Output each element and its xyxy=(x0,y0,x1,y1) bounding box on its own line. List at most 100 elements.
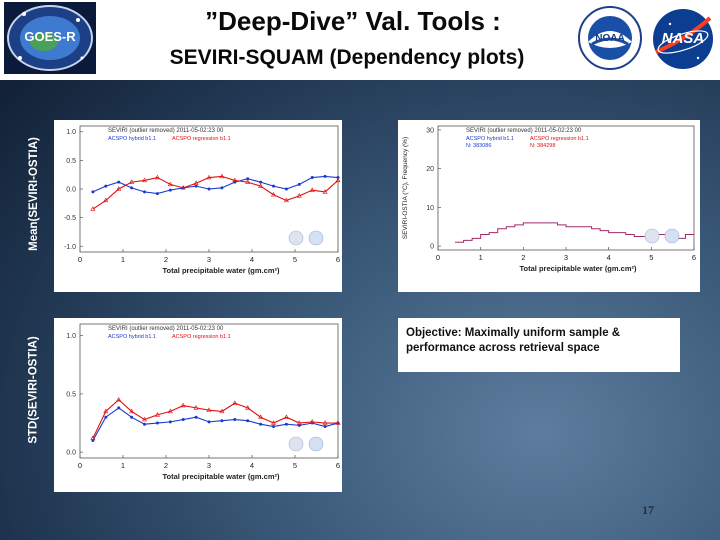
chart0-x-tick-label: 2 xyxy=(164,255,168,264)
chart2-series-1-point xyxy=(141,416,148,422)
objective-note: Objective: Maximally uniform sample & pe… xyxy=(398,318,680,372)
chart2-series-0-point xyxy=(181,418,185,422)
chart2-series-0-point xyxy=(104,415,108,419)
chart2-series-1-point xyxy=(309,419,315,424)
chart2-series-0-point xyxy=(207,420,211,424)
chart2-series-0-point xyxy=(130,415,134,419)
goes-r-logo-text: GOES-R xyxy=(24,29,76,44)
chart0-title: SEVIRI (outlier removed) 2011-05-02:23 0… xyxy=(108,128,224,134)
chart2-series-1-point xyxy=(258,414,264,419)
chart2-series-0-point xyxy=(323,425,327,429)
chart2-series-1-point xyxy=(154,412,160,417)
chart0-series-0-point xyxy=(323,174,327,178)
chart1-y-axis-label: SEVIRI-OSTIA (°C), Frequency (%) xyxy=(401,137,409,239)
row-label-std: STD(SEVIRI-OSTIA) xyxy=(24,302,44,478)
chart2-y-tick-label: 0.0 xyxy=(66,450,76,457)
chart0-series-1-point xyxy=(232,177,238,183)
goes-r-logo-icon xyxy=(4,2,96,74)
chart2-series-1-point xyxy=(335,420,341,425)
chart2-series-0-point xyxy=(284,422,288,426)
chart0-series-0-point xyxy=(220,186,224,190)
chart1-x-tick-label: 4 xyxy=(607,253,611,262)
chart2-series-1-point xyxy=(206,407,212,412)
chart2-series-0-point xyxy=(194,415,198,419)
frequency-dependency-chart-svg: SEVIRI (outlier removed) 2011-05-02:23 0… xyxy=(401,125,696,273)
chart0-series-1-point xyxy=(270,191,277,197)
chart1-goes-r-watermark-icon xyxy=(644,228,660,244)
chart2-series-0-point xyxy=(246,419,250,423)
chart2-series-0-point xyxy=(259,422,263,426)
chart0-x-tick-label: 1 xyxy=(121,255,125,264)
chart2-series-1-point xyxy=(103,408,109,414)
chart0-series-0-point xyxy=(104,184,108,188)
chart2-series-0-point xyxy=(220,419,224,423)
page-title: ”Deep-Dive” Val. Tools : xyxy=(205,6,501,36)
chart0-series-0-point xyxy=(194,184,198,188)
chart0-x-tick-label: 4 xyxy=(250,255,254,264)
chart2-noaa-watermark-icon xyxy=(308,436,324,452)
chart2-series-0-point xyxy=(272,425,275,429)
chart0-x-axis-label: Total precipitable water (gm.cm²) xyxy=(163,266,280,275)
chart2-series-1-point xyxy=(90,435,96,440)
chart2-series-1-point xyxy=(232,400,238,405)
chart1-x-tick-label: 2 xyxy=(521,253,525,262)
chart2-series-1-point xyxy=(193,405,199,410)
chart2-goes-r-watermark-icon xyxy=(288,436,304,452)
chart2-y-tick-label: 0.5 xyxy=(66,391,76,398)
chart2-x-tick-label: 0 xyxy=(78,461,82,470)
chart2-legend-entry: ACSPO hybrid b1.1 xyxy=(108,334,156,340)
chart1-legend-entry: ACSPO hybrid b1.1 xyxy=(466,136,514,142)
row-label-mean: Mean(SEVIRI-OSTIA) xyxy=(24,88,44,300)
chart1-title: SEVIRI (outlier removed) 2011-05-02:23 0… xyxy=(466,128,582,134)
chart0-series-1-point xyxy=(322,189,328,194)
chart0-y-tick-label: 1.0 xyxy=(66,129,76,136)
chart2-series-0-point xyxy=(233,418,237,422)
chart1-x-tick-label: 6 xyxy=(692,253,696,262)
chart2-y-tick-label: 1.0 xyxy=(66,333,76,340)
chart2-plot-area xyxy=(79,323,339,459)
chart2-series-0-point xyxy=(168,420,172,424)
chart0-series-0-point xyxy=(130,186,134,190)
chart1-x-tick-label: 5 xyxy=(649,253,653,262)
chart0-noaa-watermark-icon xyxy=(308,230,324,246)
chart0-series-0-point xyxy=(259,180,263,184)
chart2-series-1-point xyxy=(270,420,277,425)
chart1-x-axis-label: Total precipitable water (gm.cm²) xyxy=(520,264,637,273)
chart0-series-0-point xyxy=(297,182,301,186)
chart0-series-1-point xyxy=(116,186,122,191)
chart1-y-tick-label: 30 xyxy=(426,127,434,134)
chart0-y-tick-label: -1.0 xyxy=(64,244,76,251)
chart2-series-0-line xyxy=(92,407,339,441)
frequency-dependency-chart: SEVIRI (outlier removed) 2011-05-02:23 0… xyxy=(398,120,700,292)
mean-dependency-chart: SEVIRI (outlier removed) 2011-05-02:23 0… xyxy=(54,120,342,292)
chart0-series-1-point xyxy=(154,174,160,180)
chart0-series-0-point xyxy=(336,176,340,180)
chart0-series-1-line xyxy=(92,175,339,210)
chart0-legend-entry: ACSPO regression b1.1 xyxy=(172,136,231,142)
noaa-logo-icon xyxy=(576,2,644,74)
page-subtitle: SEVIRI-SQUAM (Dependency plots) xyxy=(169,46,525,69)
chart1-x-tick-label: 0 xyxy=(436,253,440,262)
chart0-legend-entry: ACSPO hybrid b1.1 xyxy=(108,136,156,142)
mean-dependency-chart-svg: SEVIRI (outlier removed) 2011-05-02:23 0… xyxy=(64,125,341,275)
chart0-series-0-point xyxy=(207,187,211,191)
chart1-legend-entry: ACSPO regression b1.1 xyxy=(530,136,589,142)
chart1-noaa-watermark-icon xyxy=(664,228,680,244)
chart2-x-tick-label: 2 xyxy=(164,461,168,470)
chart0-series-0-point xyxy=(117,180,121,184)
noaa-logo: NOAA xyxy=(576,2,644,74)
chart0-series-0-point xyxy=(272,184,275,188)
nasa-logo-icon xyxy=(648,2,718,74)
chart0-series-1-point xyxy=(335,177,341,183)
chart2-series-1-point xyxy=(219,408,225,414)
chart2-x-tick-label: 1 xyxy=(121,461,125,470)
chart1-y-tick-label: 0 xyxy=(430,244,434,251)
chart0-series-1-point xyxy=(167,181,173,187)
chart0-series-1-point xyxy=(206,174,212,180)
chart0-series-1-point xyxy=(219,173,225,179)
chart0-series-0-point xyxy=(246,177,250,181)
chart2-series-0-point xyxy=(143,422,146,426)
chart0-series-1-point xyxy=(296,193,302,198)
page-number: 17 xyxy=(642,503,654,517)
chart0-series-1-point xyxy=(245,179,251,184)
